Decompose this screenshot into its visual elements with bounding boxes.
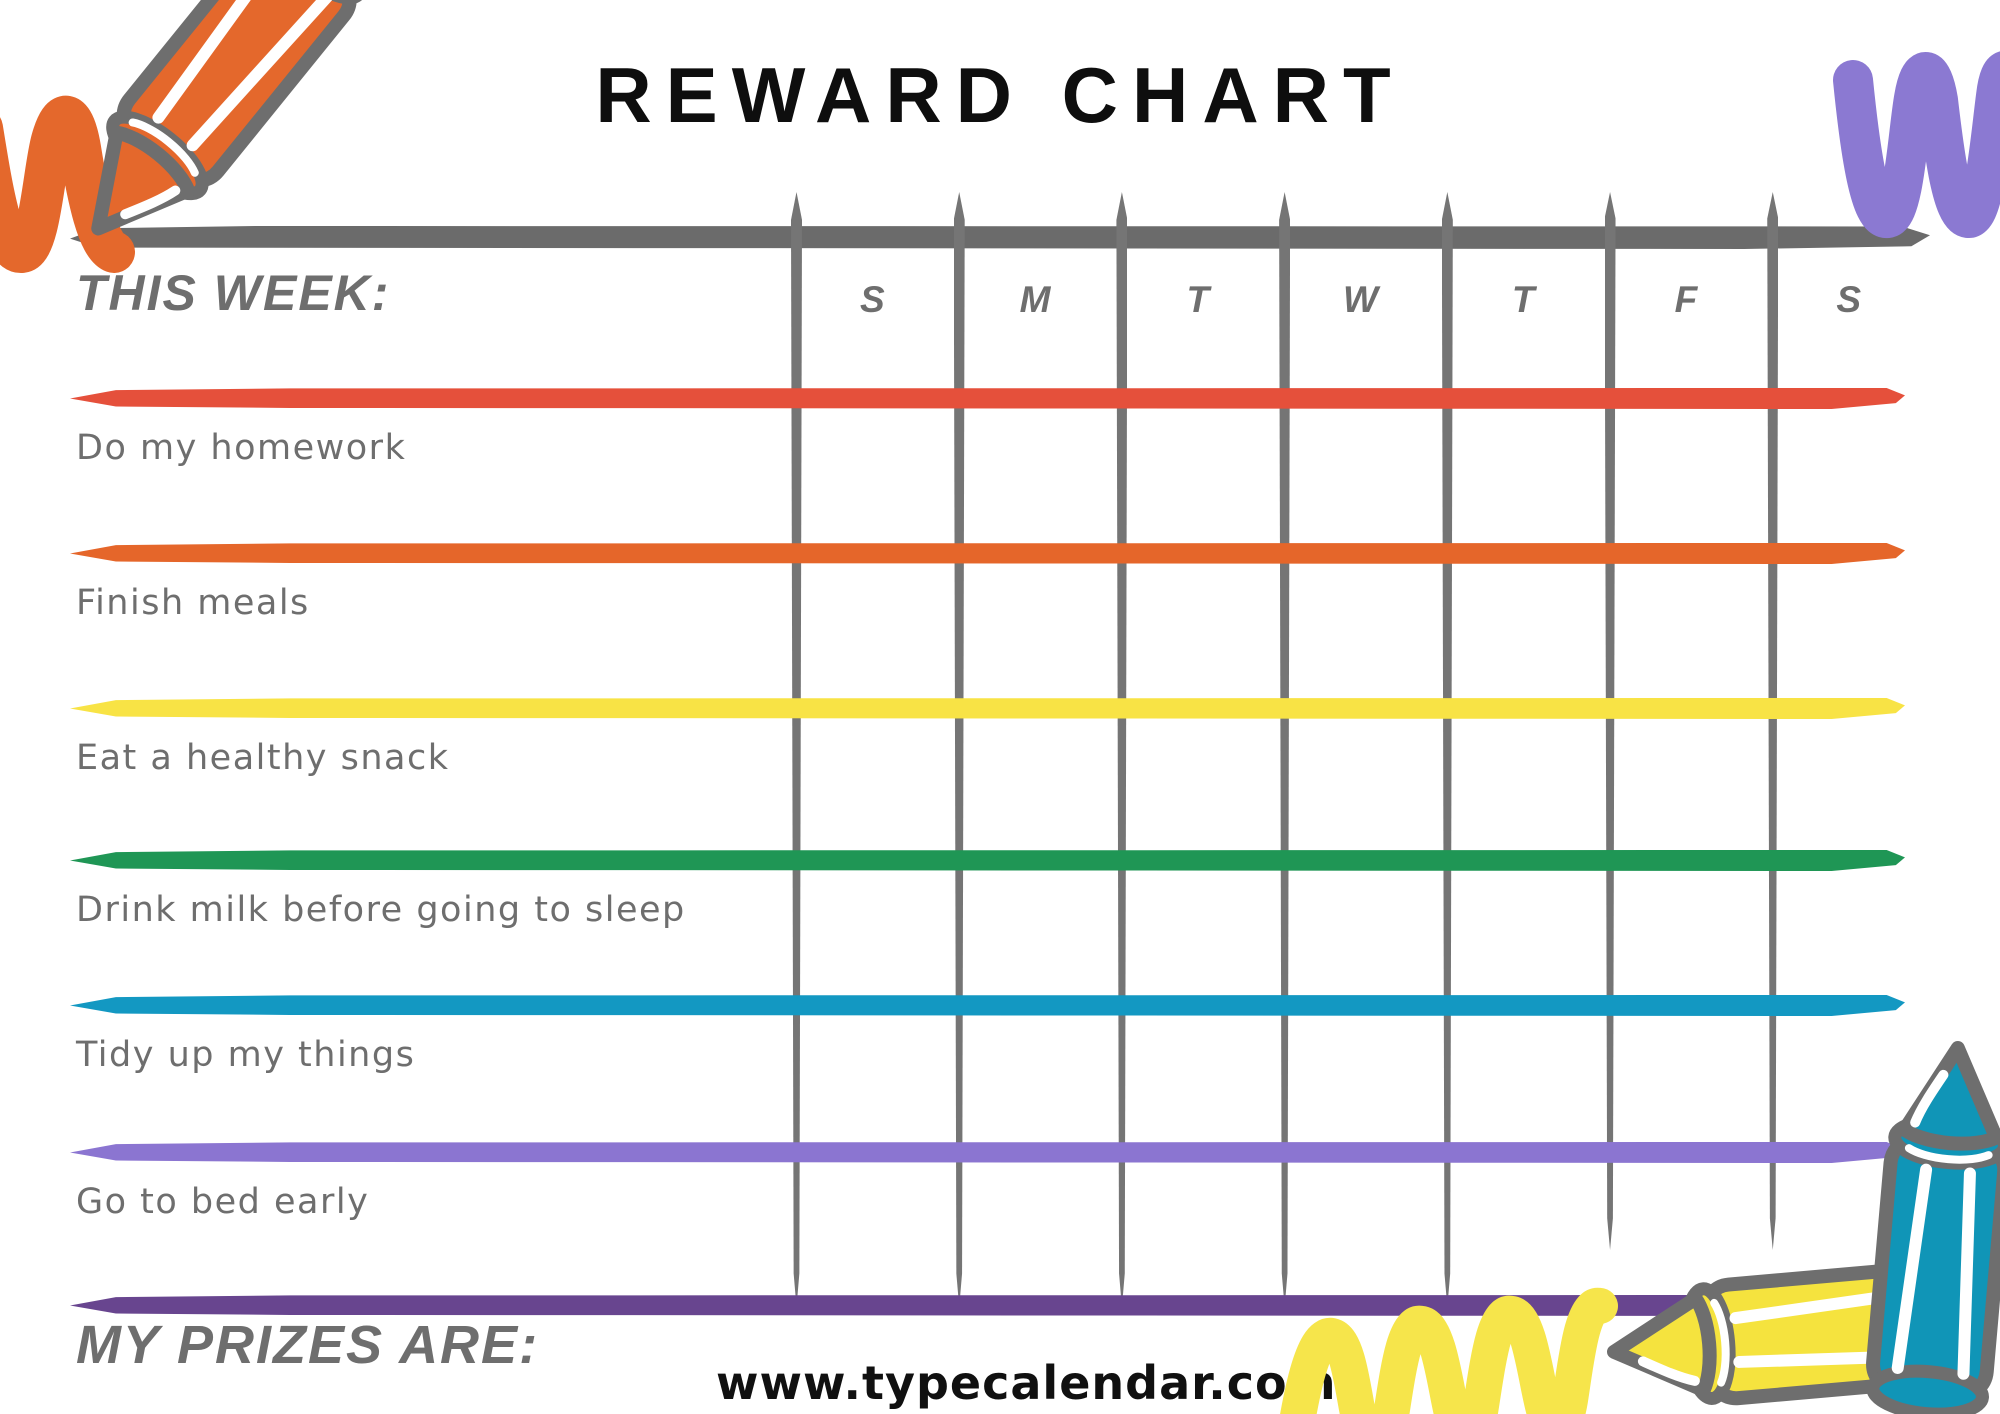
task-row-line <box>70 543 1905 564</box>
task-label: Do my homework <box>76 428 407 468</box>
day-label: M <box>1019 279 1051 320</box>
header-divider-line <box>70 226 1930 249</box>
task-label: Tidy up my things <box>76 1035 416 1075</box>
task-label: Drink milk before going to sleep <box>76 890 686 930</box>
blue-crayon-icon <box>1869 1043 2000 1414</box>
day-label: S <box>1836 279 1862 320</box>
grid-vertical-line <box>953 192 965 1307</box>
yellow-crayon-icon <box>1609 1263 1985 1409</box>
task-row-line <box>70 388 1905 409</box>
task-row-line <box>70 698 1905 719</box>
day-label: W <box>1343 279 1378 320</box>
grid-vertical-line <box>791 192 802 1307</box>
grid-vertical-line <box>1767 192 1779 1250</box>
day-label: T <box>1186 279 1210 320</box>
day-label: S <box>860 279 885 320</box>
grid-vertical-line <box>1116 192 1128 1307</box>
task-label: Eat a healthy snack <box>76 738 450 778</box>
task-label: Finish meals <box>76 583 310 623</box>
day-label: F <box>1674 279 1698 320</box>
grid-vertical-line <box>1441 192 1453 1307</box>
task-row-line <box>70 850 1905 871</box>
task-row-line <box>70 995 1905 1016</box>
page-title: REWARD CHART <box>595 51 1405 139</box>
prizes-label: MY PRIZES ARE: <box>76 1315 540 1375</box>
week-label: THIS WEEK: <box>76 265 391 321</box>
task-row-line <box>70 1142 1905 1163</box>
day-label: T <box>1511 279 1535 320</box>
grid-vertical-line <box>1279 192 1291 1307</box>
task-label: Go to bed early <box>76 1182 370 1222</box>
yellow-squiggle-icon <box>1280 1288 1618 1414</box>
grid-vertical-line <box>1604 192 1616 1250</box>
website-text: www.typecalendar.com <box>716 1356 1337 1410</box>
bottom-row-line <box>70 1295 1905 1316</box>
